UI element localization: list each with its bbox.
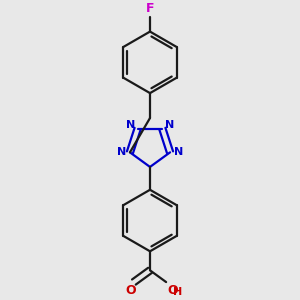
Text: O: O [125, 284, 136, 297]
Text: N: N [126, 120, 135, 130]
Text: O: O [168, 284, 178, 296]
Text: F: F [146, 2, 154, 16]
Text: N: N [117, 147, 126, 158]
Text: H: H [173, 287, 183, 297]
Text: N: N [174, 147, 183, 158]
Text: N: N [165, 120, 174, 130]
